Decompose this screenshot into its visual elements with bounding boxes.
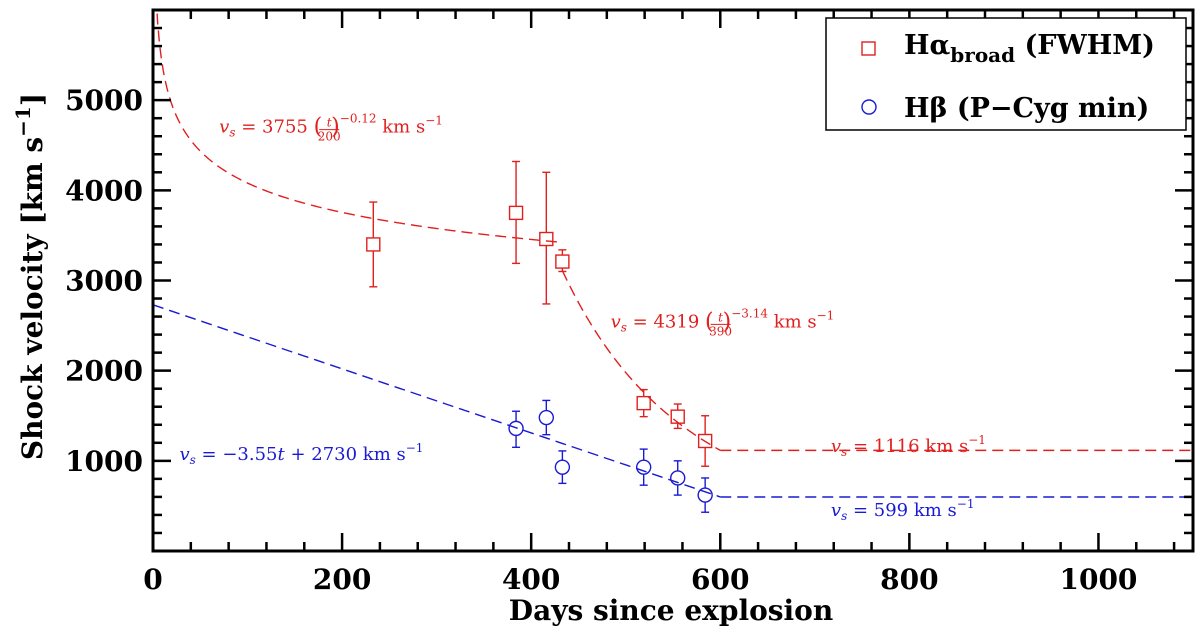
annotation-fit-red-early: vs = 3755 ( )−0.12 km s−1 [219, 112, 443, 140]
anno-units-exponent: −1 [968, 433, 986, 447]
anno-frac-denominator: 390 [709, 324, 732, 338]
anno-exponent: −3.14 [731, 306, 768, 320]
anno-units-exponent: −1 [817, 308, 835, 322]
data-points [366, 160, 713, 513]
anno-frac-denominator: 200 [318, 130, 341, 144]
data-point-square [539, 231, 554, 247]
annotation-fit-red-const: vs = 1116 km s−1 [831, 433, 986, 459]
anno-units: km s [768, 311, 817, 332]
anno-paren-open: ( [314, 115, 323, 140]
data-point-square [555, 254, 570, 269]
x-tick-label: 200 [313, 563, 371, 596]
y-tick-label: 4000 [65, 174, 143, 207]
fit-line-red-late-powerlaw [561, 270, 721, 451]
data-point-square [697, 433, 713, 449]
anno-equals: = 3755 [236, 117, 314, 138]
fit-line-blue-linear [153, 304, 721, 498]
data-point-circle [508, 420, 524, 437]
annotation-fit-red-late: vs = 4319 ( )−3.14 km s−1 [611, 306, 835, 334]
anno-v: v [179, 444, 189, 465]
legend-halpha-main: Hα [904, 30, 951, 61]
anno-subscript: s [621, 320, 627, 334]
anno-units-exponent: −1 [957, 497, 975, 511]
legend-halpha-tail: (FWHM) [1015, 30, 1155, 61]
annotation-fit-blue-const: vs = 599 km s−1 [831, 497, 975, 523]
data-point-circle [697, 487, 713, 503]
y-axis-title-exponent: −1 [11, 106, 35, 137]
data-point-circle [635, 459, 652, 475]
anno-v: v [831, 500, 841, 521]
x-tick-label: 1000 [1059, 563, 1137, 596]
anno-paren-open: ( [705, 309, 714, 334]
anno-tail: + 2730 km s [285, 444, 406, 465]
x-tick-label: 400 [502, 563, 560, 596]
anno-v: v [831, 436, 841, 457]
annotation-fit-blue-linear: vs = −3.55t + 2730 km s−1 [179, 441, 423, 467]
anno-frac-numerator: t [718, 310, 723, 324]
anno-v: v [219, 117, 229, 138]
legend: Hαbroad (FWHM) Hβ (P−Cyg min) [825, 17, 1187, 131]
anno-subscript: s [841, 509, 847, 523]
data-point-circle [538, 409, 555, 426]
data-point-square [508, 205, 524, 221]
fit-line-red-early-powerlaw [156, 10, 563, 244]
anno-equals: = 4319 [627, 311, 705, 332]
y-axis-title: Shock velocity [km s−1] [11, 93, 49, 460]
legend-halpha-subscript: broad [950, 43, 1015, 67]
x-tick-label: 800 [880, 563, 938, 596]
anno-v: v [611, 311, 621, 332]
anno-tvar: t [278, 444, 286, 465]
legend-label-halpha: Hαbroad (FWHM) [904, 30, 1155, 67]
anno-units-exponent: −1 [425, 114, 443, 128]
y-tick-label: 2000 [65, 355, 143, 388]
anno-paren-close: ) [331, 115, 340, 140]
anno-equals: = 599 km s [847, 500, 957, 521]
data-point-square [366, 237, 381, 252]
anno-equals: = 1116 km s [847, 436, 968, 457]
anno-subscript: s [841, 445, 847, 459]
y-tick-label: 3000 [65, 265, 143, 298]
data-point-square [636, 395, 651, 411]
anno-frac-numerator: t [327, 116, 332, 130]
anno-units: km s [377, 117, 426, 138]
y-tick-label: 1000 [65, 445, 143, 478]
x-axis-title: Days since explosion [509, 594, 833, 627]
legend-label-hbeta: Hβ (P−Cyg min) [904, 93, 1149, 124]
series-halpha [366, 160, 713, 467]
anno-exponent: −0.12 [340, 112, 377, 126]
anno-subscript: s [190, 453, 196, 467]
series-hbeta [508, 399, 713, 513]
y-axis-title-close: ] [16, 93, 49, 106]
legend-marker-circle [861, 99, 877, 115]
anno-equals: = −3.55 [196, 444, 278, 465]
anno-paren-close: ) [723, 309, 732, 334]
y-tick-label: 5000 [65, 84, 143, 117]
x-tick-label: 600 [691, 563, 749, 596]
anno-subscript: s [229, 126, 235, 140]
data-point-square [670, 409, 685, 424]
data-point-circle [670, 470, 686, 486]
anno-units-exponent: −1 [406, 441, 424, 455]
legend-marker-square [861, 41, 876, 56]
legend-box [825, 17, 1187, 131]
y-axis-title-main: Shock velocity [km s [16, 137, 49, 460]
x-tick-label: 0 [143, 563, 162, 596]
data-point-circle [554, 459, 571, 475]
